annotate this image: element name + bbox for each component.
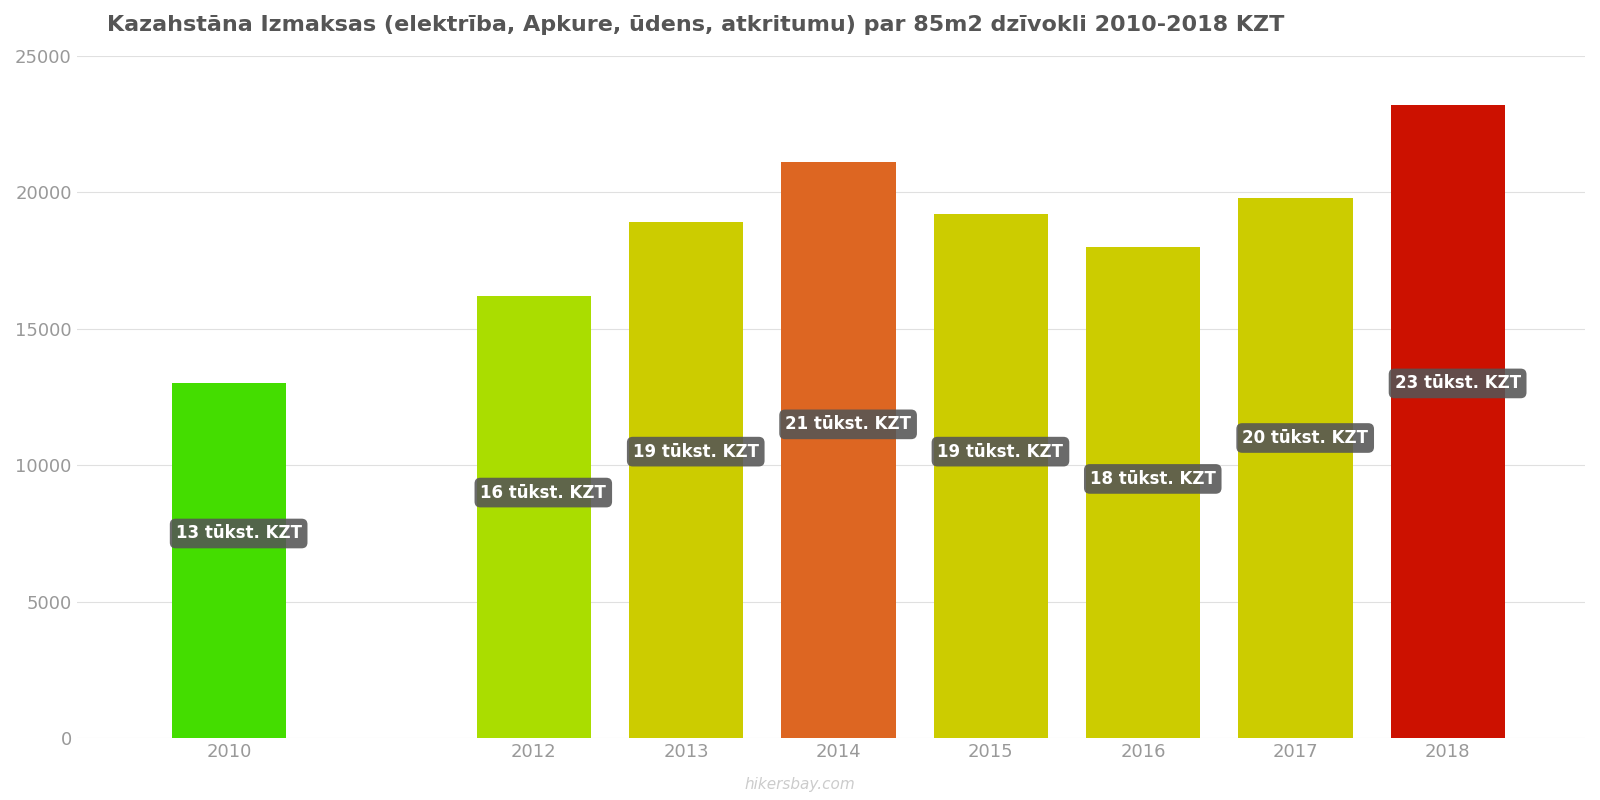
Text: Kazahstāna Izmaksas (elektrība, Apkure, ūdens, atkritumu) par 85m2 dzīvokli 2010: Kazahstāna Izmaksas (elektrība, Apkure, … <box>107 15 1285 35</box>
Bar <box>934 214 1048 738</box>
Bar <box>477 296 590 738</box>
Text: 16 tūkst. KZT: 16 tūkst. KZT <box>480 483 606 502</box>
Text: hikersbay.com: hikersbay.com <box>744 777 856 792</box>
Text: 13 tūkst. KZT: 13 tūkst. KZT <box>176 525 302 542</box>
Text: 21 tūkst. KZT: 21 tūkst. KZT <box>786 415 910 434</box>
Text: 19 tūkst. KZT: 19 tūkst. KZT <box>938 442 1064 461</box>
Bar <box>1238 198 1352 738</box>
Text: 23 tūkst. KZT: 23 tūkst. KZT <box>1395 374 1520 393</box>
Bar <box>1086 247 1200 738</box>
Bar <box>629 222 742 738</box>
Bar <box>171 383 286 738</box>
Bar <box>1390 105 1506 738</box>
Text: 20 tūkst. KZT: 20 tūkst. KZT <box>1242 429 1368 447</box>
Text: 18 tūkst. KZT: 18 tūkst. KZT <box>1090 470 1216 488</box>
Bar <box>781 162 896 738</box>
Text: 19 tūkst. KZT: 19 tūkst. KZT <box>632 442 758 461</box>
